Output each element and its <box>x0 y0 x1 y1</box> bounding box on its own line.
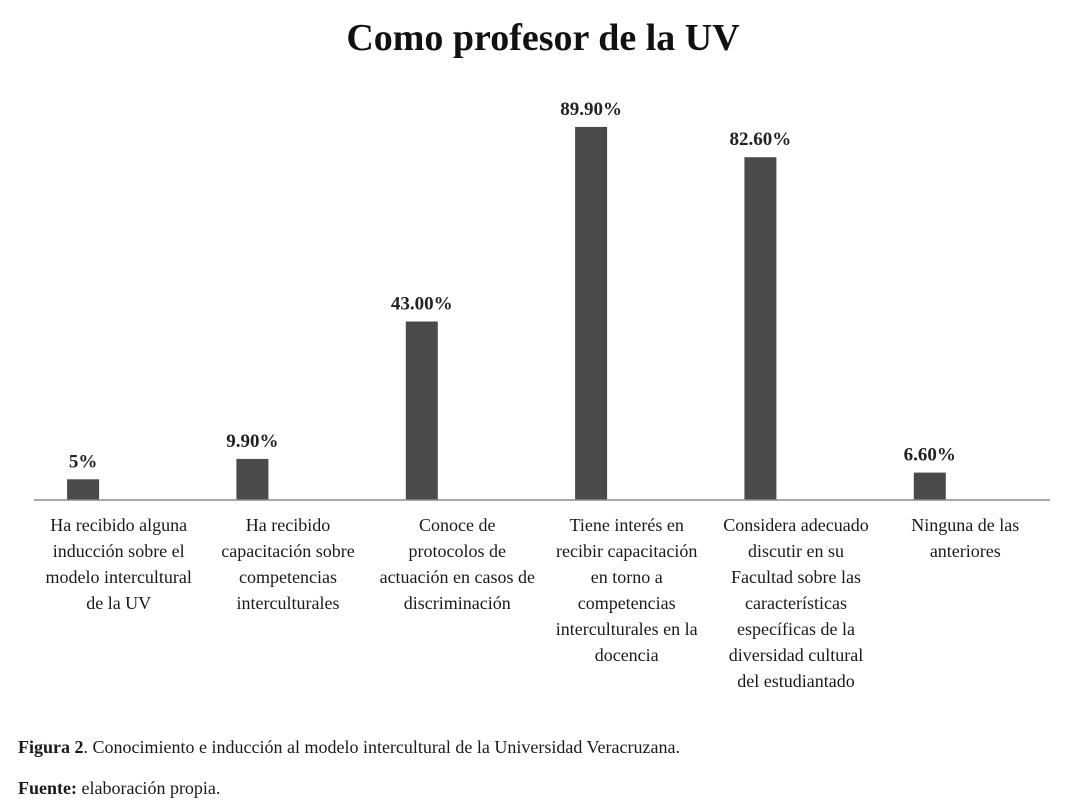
bar-3 <box>405 321 438 500</box>
value-label-1: 5% <box>69 451 98 472</box>
category-label-line: capacitación sobre <box>221 541 354 561</box>
bars-group <box>67 126 946 501</box>
category-label-line: modelo intercultural <box>45 567 191 587</box>
bar-5 <box>744 157 777 500</box>
bar-2 <box>236 458 269 500</box>
figure-caption-text: . Conocimiento e inducción al modelo int… <box>83 737 680 757</box>
source-caption: Fuente: elaboración propia. <box>18 778 220 799</box>
category-labels-group: 5% Ha recibido alguna inducción sobre el mo… <box>45 99 1019 691</box>
category-label-line: docencia <box>595 645 659 665</box>
source-caption-text: elaboración propia. <box>76 778 221 798</box>
category-label-line: interculturales <box>237 593 340 613</box>
category-label-line: anteriores <box>930 541 1001 561</box>
category-label-line: de la UV <box>86 593 151 613</box>
category-label-line: interculturales en la <box>556 619 698 639</box>
category-label-5: Considera adecuado discutir en su Facultad… <box>723 515 868 691</box>
category-label-line: competencias <box>578 593 676 613</box>
category-label-line: inducción sobre el <box>53 541 185 561</box>
category-label-line: Ninguna de las <box>911 515 1019 535</box>
category-label-line: actuación en casos de <box>380 567 535 587</box>
category-label-line: Considera adecuado <box>723 515 868 535</box>
value-label-2: 9.90% <box>226 431 278 452</box>
category-label-line: Tiene interés en <box>570 515 684 535</box>
category-label-4: Tiene interés en recibir capacitación en t… <box>556 515 698 665</box>
category-label-2: Ha recibido capacitación sobre competencia… <box>221 515 354 613</box>
category-label-6: Ninguna de las anteriores <box>911 515 1019 561</box>
figure-caption-prefix: Figura 2 <box>18 737 84 757</box>
category-label-line: características <box>745 593 847 613</box>
category-label-line: Facultad sobre las <box>731 567 861 587</box>
category-label-1: Ha recibido alguna inducción sobre el mode… <box>45 515 191 613</box>
category-label-line: protocolos de <box>409 541 506 561</box>
value-label-3: 43.00% <box>391 294 453 315</box>
bar-chart: Como profesor de la UV 5% Ha recibido alg… <box>34 17 1050 691</box>
category-label-line: en torno a <box>591 567 663 587</box>
bar-6 <box>913 472 946 500</box>
bar-1 <box>67 479 100 501</box>
category-label-line: específicas de la <box>737 619 855 639</box>
bar-4 <box>575 126 608 501</box>
category-label-line: discriminación <box>404 593 511 613</box>
category-label-line: diversidad cultural <box>729 645 863 665</box>
value-label-4: 89.90% <box>560 99 622 120</box>
value-label-5: 82.60% <box>730 129 792 150</box>
chart-title: Como profesor de la UV <box>346 17 740 59</box>
value-label-6: 6.60% <box>904 445 956 466</box>
category-label-line: recibir capacitación <box>556 541 697 561</box>
category-label-line: competencias <box>239 567 337 587</box>
category-label-line: del estudiantado <box>737 671 854 691</box>
category-label-line: Conoce de <box>419 515 495 535</box>
category-label-3: Conoce de protocolos de actuación en casos… <box>380 515 535 613</box>
source-caption-prefix: Fuente: <box>18 778 77 798</box>
category-label-line: Ha recibido alguna <box>50 515 187 535</box>
category-label-line: Ha recibido <box>246 515 330 535</box>
figure-caption: Figura 2. Conocimiento e inducción al mo… <box>18 737 680 758</box>
category-label-line: discutir en su <box>748 541 844 561</box>
